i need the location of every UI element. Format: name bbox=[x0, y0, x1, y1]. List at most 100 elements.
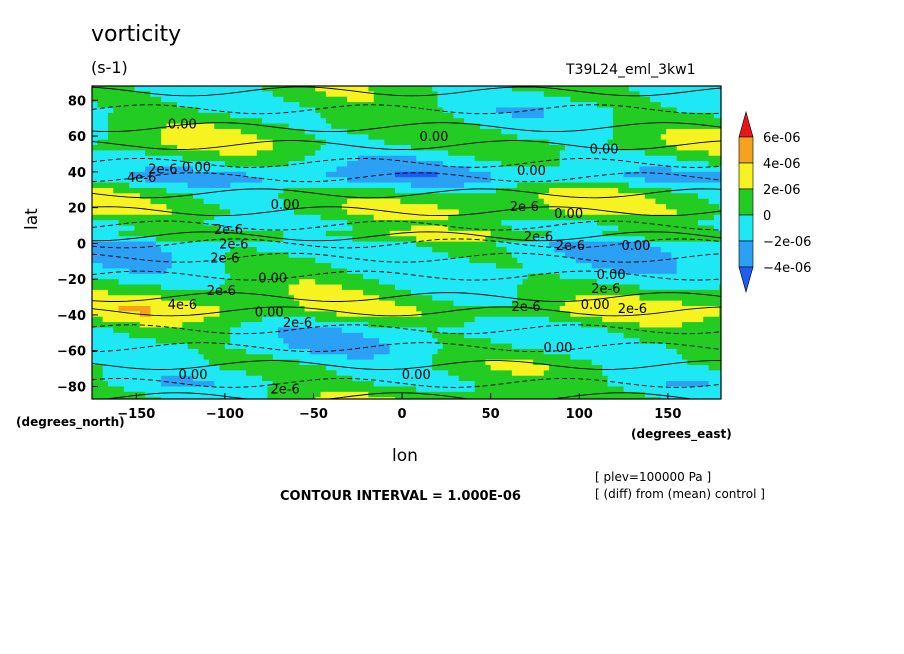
field-cell bbox=[182, 112, 189, 119]
field-cell bbox=[480, 268, 486, 275]
field-cell bbox=[325, 193, 332, 200]
field-cell bbox=[293, 155, 300, 162]
field-cell bbox=[262, 252, 269, 259]
field-cell bbox=[538, 182, 545, 189]
field-cell bbox=[697, 134, 704, 141]
field-cell bbox=[278, 289, 284, 296]
field-cell bbox=[182, 198, 189, 205]
field-cell bbox=[687, 182, 694, 189]
field-cell bbox=[309, 263, 316, 270]
field-cell bbox=[660, 252, 667, 259]
field-cell bbox=[469, 220, 476, 227]
field-cell bbox=[618, 279, 625, 286]
field-cell bbox=[533, 209, 540, 216]
field-cell bbox=[161, 118, 168, 125]
field-cell bbox=[581, 177, 587, 184]
field-cell bbox=[373, 204, 380, 211]
field-cell bbox=[214, 187, 221, 194]
field-cell bbox=[134, 257, 141, 264]
field-cell bbox=[533, 155, 540, 162]
field-cell bbox=[171, 177, 178, 184]
field-cell bbox=[336, 225, 343, 232]
field-cell bbox=[113, 171, 120, 178]
field-cell bbox=[320, 187, 327, 194]
field-cell bbox=[485, 257, 492, 264]
field-cell bbox=[628, 123, 635, 130]
field-cell bbox=[240, 257, 247, 264]
field-cell bbox=[586, 214, 593, 221]
field-cell bbox=[490, 209, 497, 216]
field-cell bbox=[315, 177, 322, 184]
field-cell bbox=[448, 198, 455, 205]
field-cell bbox=[373, 134, 380, 141]
field-cell bbox=[214, 220, 221, 227]
field-cell bbox=[565, 112, 571, 119]
field-cell bbox=[230, 246, 237, 253]
field-cell bbox=[262, 305, 269, 312]
field-cell bbox=[634, 300, 641, 307]
field-cell bbox=[581, 107, 587, 114]
field-cell bbox=[533, 300, 540, 307]
field-cell bbox=[97, 252, 104, 259]
field-cell bbox=[437, 177, 444, 184]
field-cell bbox=[299, 305, 306, 312]
field-cell bbox=[480, 139, 486, 146]
field-cell bbox=[118, 252, 125, 259]
field-cell bbox=[655, 102, 662, 109]
field-cell bbox=[517, 123, 524, 130]
field-cell bbox=[623, 305, 630, 312]
field-cell bbox=[591, 236, 598, 243]
field-cell bbox=[426, 123, 433, 130]
field-cell bbox=[203, 118, 210, 125]
field-cell bbox=[384, 230, 391, 237]
field-cell bbox=[416, 268, 423, 275]
field-cell bbox=[703, 257, 710, 264]
field-cell bbox=[192, 161, 199, 168]
field-cell bbox=[671, 257, 678, 264]
field-cell bbox=[129, 257, 136, 264]
field-cell bbox=[650, 263, 657, 270]
field-cell bbox=[309, 198, 316, 205]
field-cell bbox=[394, 166, 401, 173]
field-cell bbox=[634, 198, 641, 205]
field-cell bbox=[304, 91, 311, 98]
field-cell bbox=[527, 145, 534, 151]
field-cell bbox=[628, 193, 635, 200]
field-cell bbox=[538, 107, 545, 114]
field-cell bbox=[224, 166, 231, 173]
field-cell bbox=[426, 263, 433, 270]
field-cell bbox=[495, 134, 502, 141]
field-cell bbox=[299, 91, 306, 98]
field-cell bbox=[107, 295, 114, 302]
field-cell bbox=[596, 220, 603, 227]
field-cell bbox=[655, 209, 662, 216]
field-cell bbox=[416, 177, 423, 184]
field-cell bbox=[692, 155, 699, 162]
field-cell bbox=[400, 225, 407, 232]
field-cell bbox=[639, 118, 646, 125]
field-cell bbox=[187, 252, 194, 259]
field-cell bbox=[288, 155, 295, 162]
field-cell bbox=[278, 209, 284, 216]
field-cell bbox=[655, 134, 662, 141]
field-cell bbox=[549, 220, 556, 227]
field-cell bbox=[192, 150, 199, 157]
field-cell bbox=[549, 145, 556, 151]
field-cell bbox=[267, 177, 274, 184]
field-cell bbox=[405, 273, 412, 280]
field-cell bbox=[92, 279, 98, 286]
field-cell bbox=[697, 268, 704, 275]
field-cell bbox=[256, 123, 263, 130]
field-cell bbox=[692, 220, 699, 227]
field-cell bbox=[581, 193, 587, 200]
field-cell bbox=[533, 279, 540, 286]
field-cell bbox=[554, 118, 561, 125]
field-cell bbox=[490, 273, 497, 280]
field-cell bbox=[490, 257, 497, 264]
field-cell bbox=[554, 107, 561, 114]
field-cell bbox=[198, 166, 205, 173]
field-cell bbox=[511, 209, 518, 216]
field-cell bbox=[708, 171, 715, 178]
field-cell bbox=[293, 86, 300, 92]
field-cell bbox=[660, 198, 667, 205]
